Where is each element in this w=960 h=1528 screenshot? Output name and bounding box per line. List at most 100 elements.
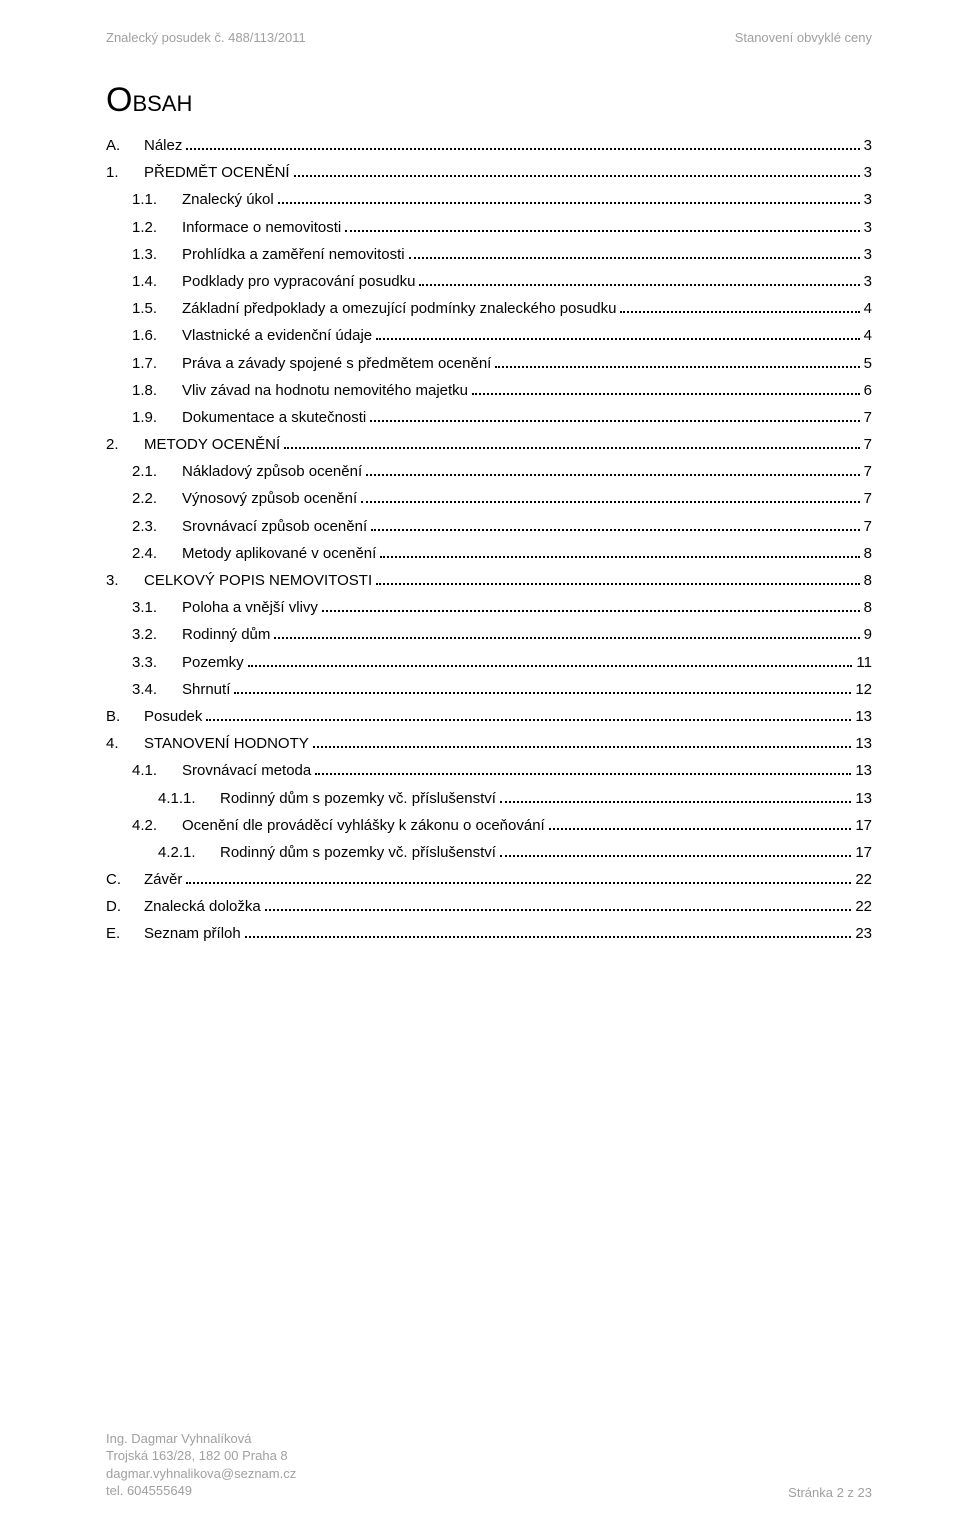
- toc-row: E.Seznam příloh 23: [106, 926, 872, 941]
- toc-page-number: 3: [864, 274, 872, 289]
- toc-page-number: 9: [864, 627, 872, 642]
- toc-label: E.Seznam příloh: [106, 926, 241, 941]
- toc-leader-dots: [186, 882, 851, 884]
- toc-label: 1.2.Informace o nemovitosti: [132, 220, 341, 235]
- toc-label: A.Nález: [106, 138, 182, 153]
- toc-text: Základní předpoklady a omezující podmínk…: [182, 300, 616, 317]
- toc-page-number: 5: [864, 356, 872, 371]
- table-of-contents: A.Nález31.PŘEDMĚT OCENĚNÍ31.1.Znalecký ú…: [106, 138, 872, 941]
- toc-text: Seznam příloh: [144, 925, 241, 942]
- toc-leader-dots: [500, 801, 851, 803]
- toc-text: Pozemky: [182, 654, 244, 671]
- toc-leader-dots: [376, 583, 860, 585]
- toc-page-number: 8: [864, 546, 872, 561]
- toc-text: Prohlídka a zaměření nemovitosti: [182, 246, 405, 263]
- toc-label: 4.2.Ocenění dle prováděcí vyhlášky k zák…: [132, 818, 545, 833]
- toc-text: Vlastnické a evidenční údaje: [182, 327, 372, 344]
- toc-text: Shrnutí: [182, 681, 230, 698]
- toc-label: D.Znalecká doložka: [106, 899, 261, 914]
- toc-page-number: 23: [855, 926, 872, 941]
- toc-page-number: 17: [855, 818, 872, 833]
- toc-row: 1.4.Podklady pro vypracování posudku3: [106, 274, 872, 289]
- toc-leader-dots: [278, 202, 860, 204]
- toc-number: 3.3.: [132, 655, 182, 670]
- toc-page-number: 22: [855, 872, 872, 887]
- toc-row: 1.1.Znalecký úkol3: [106, 192, 872, 207]
- toc-number: 4.2.: [132, 818, 182, 833]
- toc-page-number: 4: [864, 328, 872, 343]
- toc-label: 2.METODY OCENĚNÍ: [106, 437, 280, 452]
- toc-page-number: 22: [855, 899, 872, 914]
- toc-label: 1.3.Prohlídka a zaměření nemovitosti: [132, 247, 405, 262]
- toc-page-number: 6: [864, 383, 872, 398]
- toc-row: A.Nález3: [106, 138, 872, 153]
- toc-text: Poloha a vnější vlivy: [182, 599, 318, 616]
- toc-row: 2.3.Srovnávací způsob ocenění7: [106, 519, 872, 534]
- toc-leader-dots: [245, 936, 852, 938]
- toc-label: 1.6.Vlastnické a evidenční údaje: [132, 328, 372, 343]
- toc-page-number: 8: [864, 573, 872, 588]
- toc-row: 3.CELKOVÝ POPIS NEMOVITOSTI8: [106, 573, 872, 588]
- toc-text: STANOVENÍ HODNOTY: [144, 735, 309, 752]
- toc-row: 2.METODY OCENĚNÍ 7: [106, 437, 872, 452]
- page-footer: Ing. Dagmar Vyhnalíková Trojská 163/28, …: [106, 1430, 872, 1500]
- toc-text: Dokumentace a skutečnosti: [182, 409, 366, 426]
- toc-number: 2.3.: [132, 519, 182, 534]
- toc-row: 3.2.Rodinný dům 9: [106, 627, 872, 642]
- toc-text: PŘEDMĚT OCENĚNÍ: [144, 164, 290, 181]
- toc-number: 2.1.: [132, 464, 182, 479]
- toc-number: 2.: [106, 437, 144, 452]
- toc-leader-dots: [371, 529, 860, 531]
- toc-page-number: 13: [855, 736, 872, 751]
- toc-text: Rodinný dům: [182, 626, 270, 643]
- footer-address: Trojská 163/28, 182 00 Praha 8: [106, 1447, 296, 1465]
- toc-text: Nákladový způsob ocenění: [182, 463, 362, 480]
- toc-leader-dots: [370, 420, 859, 422]
- toc-leader-dots: [380, 556, 859, 558]
- page: Znalecký posudek č. 488/113/2011 Stanove…: [0, 0, 960, 1528]
- title-sub: BSAH: [132, 91, 192, 116]
- toc-leader-dots: [409, 257, 860, 259]
- toc-number: 4.2.1.: [158, 845, 220, 860]
- toc-label: 1.9.Dokumentace a skutečnosti: [132, 410, 366, 425]
- toc-number: B.: [106, 709, 144, 724]
- toc-page-number: 3: [864, 192, 872, 207]
- toc-text: Informace o nemovitosti: [182, 219, 341, 236]
- toc-page-number: 7: [864, 437, 872, 452]
- toc-leader-dots: [376, 338, 860, 340]
- toc-row: 1.5.Základní předpoklady a omezující pod…: [106, 301, 872, 316]
- toc-leader-dots: [345, 230, 859, 232]
- toc-label: 3.4.Shrnutí: [132, 682, 230, 697]
- toc-row: 1.2.Informace o nemovitosti3: [106, 220, 872, 235]
- toc-row: 2.2.Výnosový způsob ocenění7: [106, 491, 872, 506]
- toc-page-number: 13: [855, 763, 872, 778]
- toc-text: Znalecký úkol: [182, 191, 274, 208]
- toc-leader-dots: [265, 909, 852, 911]
- toc-label: 4.STANOVENÍ HODNOTY: [106, 736, 309, 751]
- toc-number: 4.1.: [132, 763, 182, 778]
- toc-number: 3.1.: [132, 600, 182, 615]
- toc-label: 3.3.Pozemky: [132, 655, 244, 670]
- toc-page-number: 3: [864, 247, 872, 262]
- footer-email: dagmar.vyhnalikova@seznam.cz: [106, 1465, 296, 1483]
- toc-label: 1.7.Práva a závady spojené s předmětem o…: [132, 356, 491, 371]
- title-main: O: [106, 81, 132, 119]
- toc-leader-dots: [366, 474, 860, 476]
- toc-text: Podklady pro vypracování posudku: [182, 273, 415, 290]
- footer-page-number: Stránka 2 z 23: [788, 1485, 872, 1500]
- toc-label: 4.1.1.Rodinný dům s pozemky vč. přísluše…: [158, 791, 496, 806]
- toc-number: 4.1.1.: [158, 791, 220, 806]
- toc-number: 1.2.: [132, 220, 182, 235]
- toc-text: Nález: [144, 137, 182, 154]
- toc-number: 3.4.: [132, 682, 182, 697]
- toc-leader-dots: [284, 447, 860, 449]
- toc-row: 4.1.1.Rodinný dům s pozemky vč. přísluše…: [106, 791, 872, 806]
- toc-label: 2.1.Nákladový způsob ocenění: [132, 464, 362, 479]
- toc-label: 2.3.Srovnávací způsob ocenění: [132, 519, 367, 534]
- toc-text: Ocenění dle prováděcí vyhlášky k zákonu …: [182, 817, 545, 834]
- toc-page-number: 17: [855, 845, 872, 860]
- toc-row: 1.PŘEDMĚT OCENĚNÍ3: [106, 165, 872, 180]
- toc-leader-dots: [206, 719, 851, 721]
- toc-row: 2.1.Nákladový způsob ocenění7: [106, 464, 872, 479]
- toc-number: 3.2.: [132, 627, 182, 642]
